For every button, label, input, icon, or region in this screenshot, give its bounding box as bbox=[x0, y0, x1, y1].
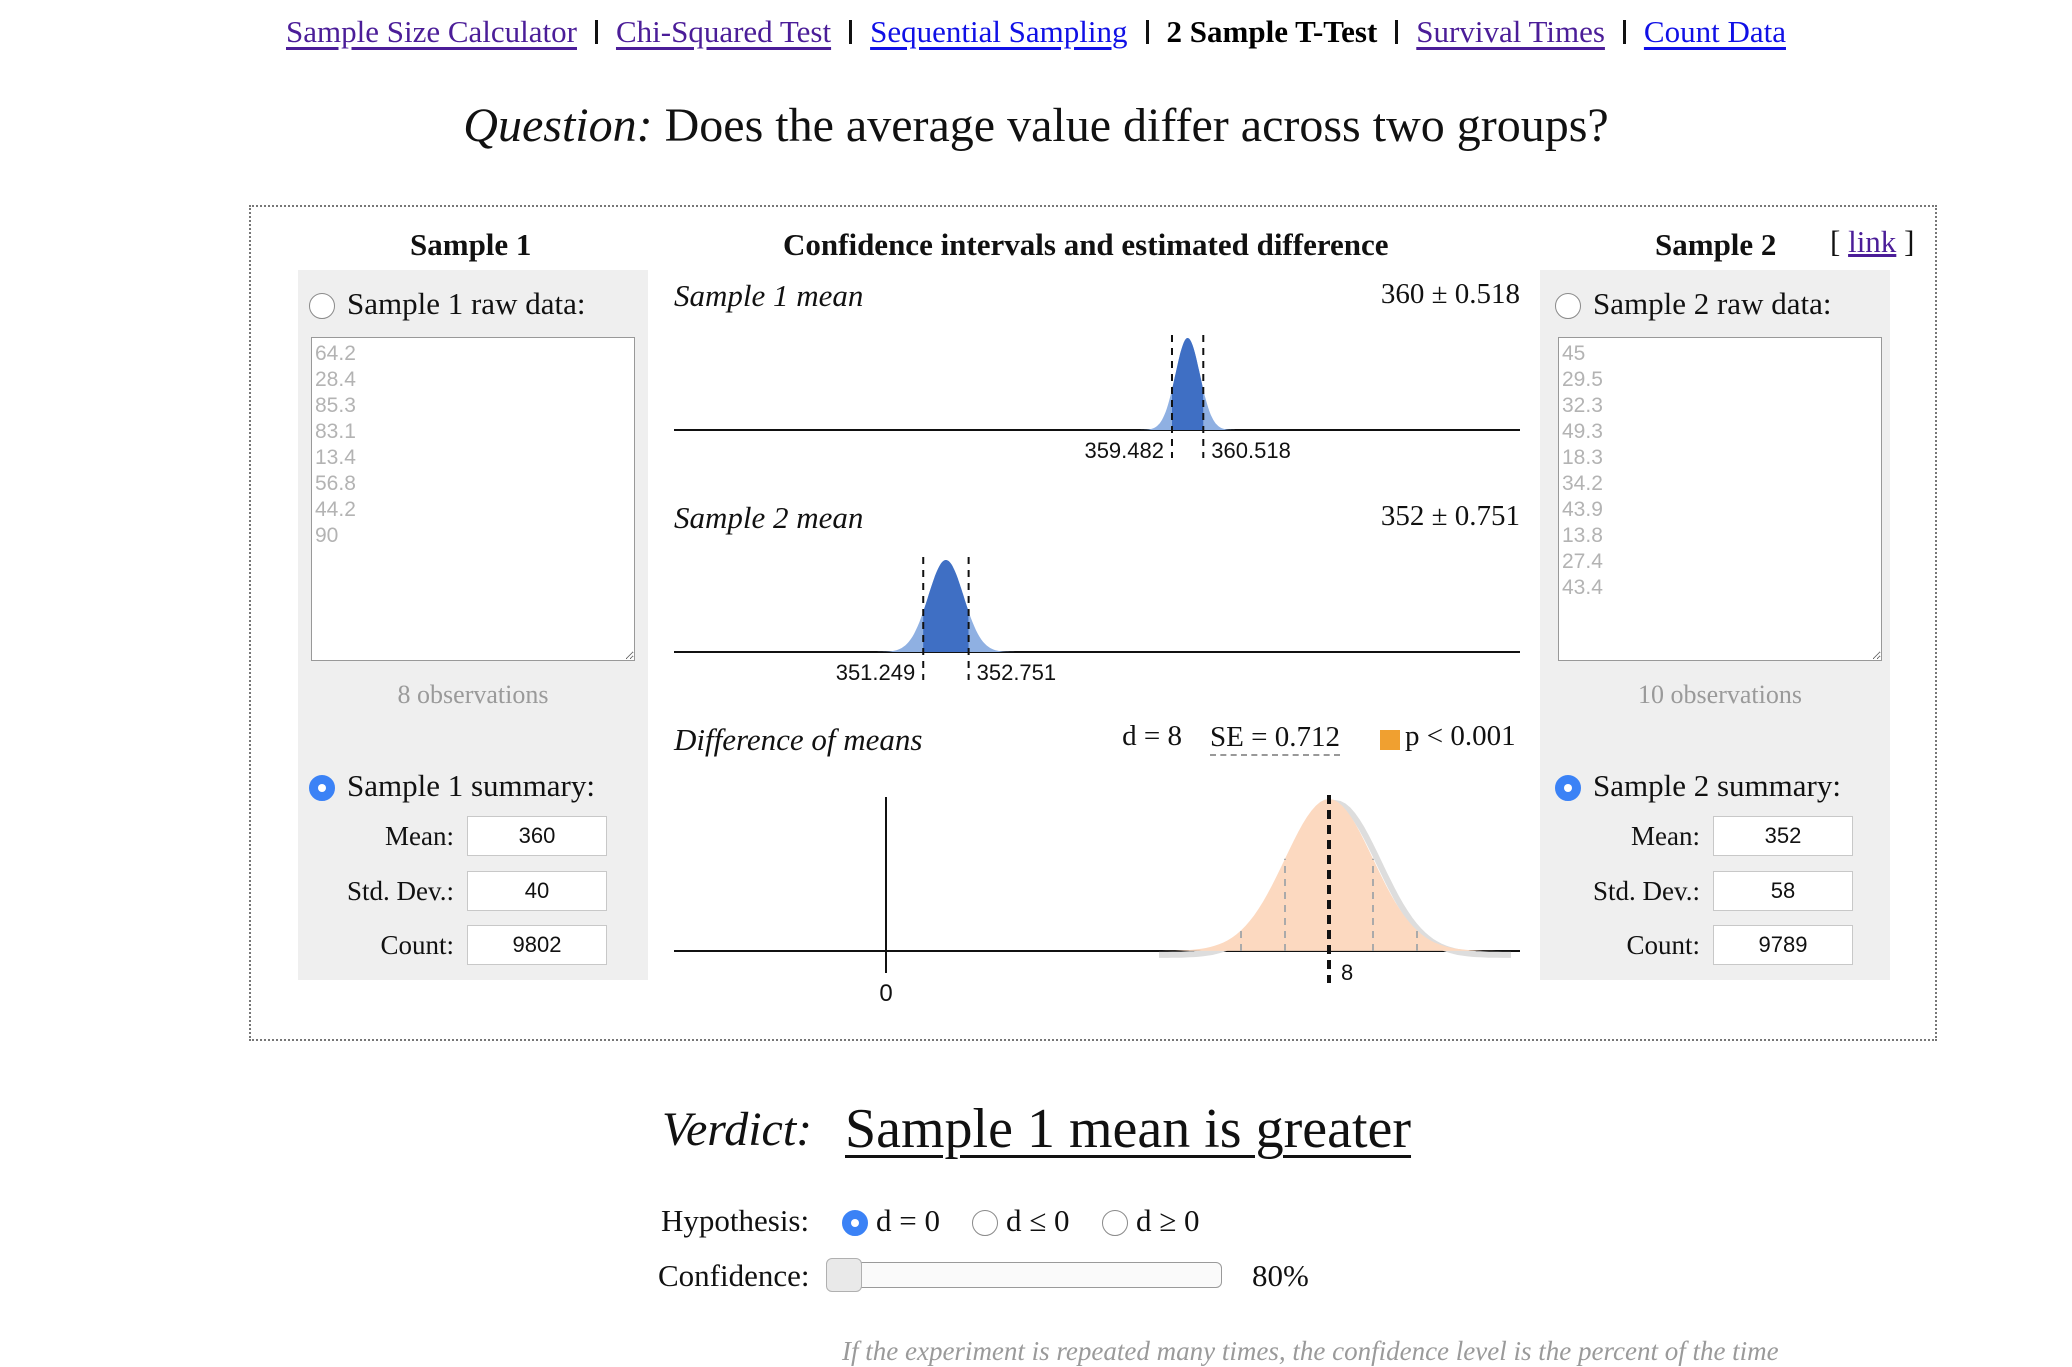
nav-current-two-sample: 2 Sample T-Test bbox=[1166, 14, 1378, 49]
confidence-footnote: If the experiment is repeated many times… bbox=[842, 1336, 1779, 1366]
nav-link-chi-squared[interactable]: Chi-Squared Test bbox=[615, 14, 832, 49]
p-value-swatch bbox=[1380, 730, 1400, 750]
sample2-summary-label: Sample 2 summary: bbox=[1593, 768, 1841, 803]
chart2-value: 352 ± 0.751 bbox=[1380, 500, 1520, 532]
sample2-observations: 10 observations bbox=[1638, 680, 1802, 709]
verdict-text: Sample 1 mean is greater bbox=[845, 1098, 1412, 1160]
nav-link-sample-size[interactable]: Sample Size Calculator bbox=[286, 14, 577, 49]
chart1-value: 360 ± 0.518 bbox=[1380, 278, 1520, 310]
chart3-d: d = 8 bbox=[1122, 720, 1182, 752]
chart3-p: p < 0.001 bbox=[1405, 720, 1516, 752]
hypothesis-radio-eq[interactable] bbox=[842, 1210, 868, 1236]
sample2-count-label: Count: bbox=[1626, 930, 1700, 960]
sample2-raw-textarea[interactable]: 45 29.5 32.3 49.3 18.3 34.2 43.9 13.8 27… bbox=[1558, 337, 1882, 661]
sample1-summary-label: Sample 1 summary: bbox=[347, 768, 595, 803]
hypothesis-option-ge: d ≥ 0 bbox=[1136, 1203, 1200, 1238]
sample1-raw-label: Sample 1 raw data: bbox=[347, 286, 586, 321]
sample1-raw-textarea[interactable]: 64.2 28.4 85.3 83.1 13.4 56.8 44.2 90 bbox=[311, 337, 635, 661]
chart1-tick-label: 359.482 bbox=[1084, 438, 1164, 463]
sample1-observations: 8 observations bbox=[397, 680, 549, 709]
calculator-frame bbox=[249, 205, 1937, 1041]
confidence-slider-thumb[interactable] bbox=[826, 1258, 862, 1292]
sample1-mean-input[interactable] bbox=[467, 816, 607, 856]
hypothesis-option-eq: d = 0 bbox=[876, 1203, 940, 1238]
confidence-value: 80% bbox=[1252, 1258, 1309, 1293]
nav-separator bbox=[1395, 20, 1399, 44]
chart3-tick-zero: 0 bbox=[879, 980, 892, 1007]
center-title: Confidence intervals and estimated diffe… bbox=[783, 227, 1389, 262]
sample1-title: Sample 1 bbox=[410, 227, 532, 262]
chart2-ci-band bbox=[923, 560, 969, 652]
sample2-raw-radio[interactable] bbox=[1555, 293, 1581, 319]
top-nav: Sample Size Calculator Chi-Squared Test Se… bbox=[0, 14, 2072, 50]
hypothesis-radio-le[interactable] bbox=[972, 1210, 998, 1236]
confidence-slider[interactable] bbox=[828, 1262, 1222, 1288]
confidence-label: Confidence: bbox=[658, 1258, 810, 1293]
sample2-summary-radio[interactable] bbox=[1555, 775, 1581, 801]
hypothesis-radio-ge[interactable] bbox=[1102, 1210, 1128, 1236]
sample2-raw-label: Sample 2 raw data: bbox=[1593, 286, 1832, 321]
sample2-count-input[interactable] bbox=[1713, 925, 1853, 965]
chart2-tick-label: 352.751 bbox=[977, 660, 1057, 685]
chart1-tick-label: 360.518 bbox=[1211, 438, 1291, 463]
nav-separator bbox=[594, 20, 598, 44]
chart1-title: Sample 1 mean bbox=[674, 278, 864, 313]
sample1-summary-radio[interactable] bbox=[309, 775, 335, 801]
hypothesis-option-le: d ≤ 0 bbox=[1006, 1203, 1070, 1238]
chart3-se[interactable]: SE = 0.712 bbox=[1210, 720, 1340, 756]
chart2-title: Sample 2 mean bbox=[674, 500, 864, 535]
chart3-title: Difference of means bbox=[674, 722, 923, 757]
nav-separator bbox=[849, 20, 853, 44]
hypothesis-label: Hypothesis: bbox=[661, 1203, 810, 1238]
sample1-count-input[interactable] bbox=[467, 925, 607, 965]
chart3-tick-d: 8 bbox=[1341, 960, 1353, 985]
nav-link-sequential[interactable]: Sequential Sampling bbox=[870, 14, 1128, 49]
sample1-raw-radio[interactable] bbox=[309, 293, 335, 319]
sample2-title: Sample 2 bbox=[1655, 227, 1777, 262]
question-text: Does the average value differ across two… bbox=[664, 99, 1609, 152]
nav-link-survival[interactable]: Survival Times bbox=[1416, 14, 1605, 49]
sample1-sd-input[interactable] bbox=[467, 871, 607, 911]
question-label: Question: bbox=[463, 99, 653, 152]
chart1-ci-band bbox=[1172, 338, 1204, 430]
permalink: [ link ] bbox=[1830, 224, 1915, 259]
sample1-count-label: Count: bbox=[380, 930, 454, 960]
sample2-mean-label: Mean: bbox=[1631, 821, 1700, 851]
sample1-sd-label: Std. Dev.: bbox=[347, 876, 454, 906]
sample2-sd-input[interactable] bbox=[1713, 871, 1853, 911]
page-question: Question: Does the average value differ … bbox=[0, 98, 2072, 153]
sample2-mean-input[interactable] bbox=[1713, 816, 1853, 856]
permalink-link[interactable]: link bbox=[1848, 224, 1897, 259]
verdict-label: Verdict: bbox=[662, 1103, 813, 1156]
sample1-mean-label: Mean: bbox=[385, 821, 454, 851]
ci-charts: 359.482 360.518 351.249 352.751 0 8 bbox=[674, 335, 1520, 1007]
chart2-tick-label: 351.249 bbox=[836, 660, 916, 685]
nav-separator bbox=[1622, 20, 1626, 44]
nav-link-count-data[interactable]: Count Data bbox=[1643, 14, 1786, 49]
sample2-sd-label: Std. Dev.: bbox=[1593, 876, 1700, 906]
nav-separator bbox=[1145, 20, 1149, 44]
